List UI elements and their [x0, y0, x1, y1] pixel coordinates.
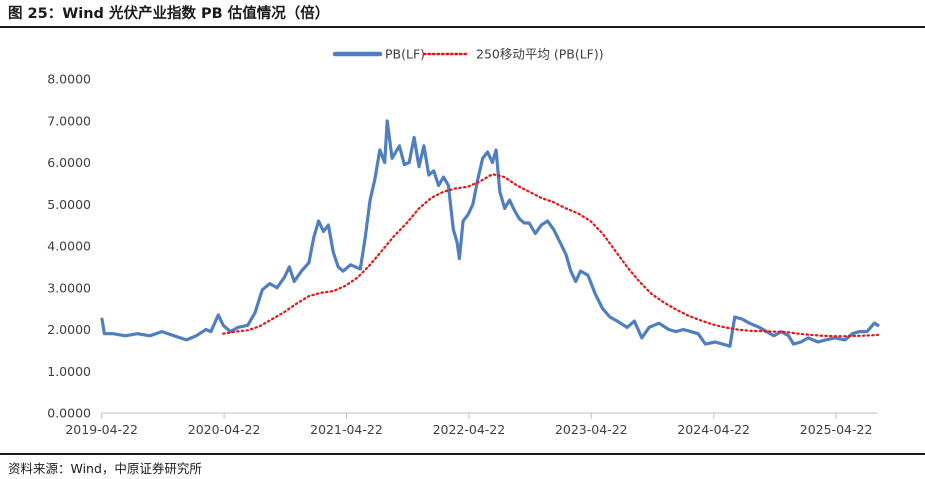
x-axis: 2019-04-22 2020-04-22 2021-04-22 2022-04-22… — [65, 412, 878, 437]
y-tick-label: 5.0000 — [47, 197, 91, 212]
title-rule — [0, 26, 925, 28]
source-rule — [0, 453, 925, 455]
x-tick-label: 2020-04-22 — [188, 422, 261, 437]
y-tick-label: 2.0000 — [47, 322, 91, 337]
y-tick-label: 7.0000 — [47, 113, 91, 128]
series-layer — [100, 119, 880, 348]
y-tick-label: 3.0000 — [47, 280, 91, 295]
x-tick-label: 2025-04-22 — [800, 422, 873, 437]
y-tick-label: 4.0000 — [47, 239, 91, 254]
y-axis: 0.0000 1.0000 2.0000 3.0000 4.0000 5.0000 6.00… — [47, 72, 91, 421]
x-tick-label: 2021-04-22 — [310, 422, 383, 437]
y-tick-label: 1.0000 — [47, 364, 91, 379]
x-tick-label: 2022-04-22 — [433, 422, 506, 437]
legend: PB(LF) 250移动平均 (PB(LF)) — [332, 47, 604, 62]
legend-ma-label: 250移动平均 (PB(LF)) — [476, 47, 604, 62]
x-tick-label: 2024-04-22 — [677, 422, 750, 437]
figure-title: 图 25：Wind 光伏产业指数 PB 估值情况（倍） — [8, 6, 330, 22]
legend-pb-label: PB(LF) — [385, 47, 425, 62]
x-tick-label: 2023-04-22 — [555, 422, 628, 437]
source-note: 资料来源：Wind，中原证券研究所 — [8, 461, 202, 476]
x-tick-label: 2019-04-22 — [65, 422, 138, 437]
pb-line — [100, 119, 880, 348]
y-tick-label: 6.0000 — [47, 155, 91, 170]
y-tick-label: 8.0000 — [47, 72, 91, 87]
y-tick-label: 0.0000 — [47, 406, 91, 421]
ma-line — [222, 173, 880, 338]
